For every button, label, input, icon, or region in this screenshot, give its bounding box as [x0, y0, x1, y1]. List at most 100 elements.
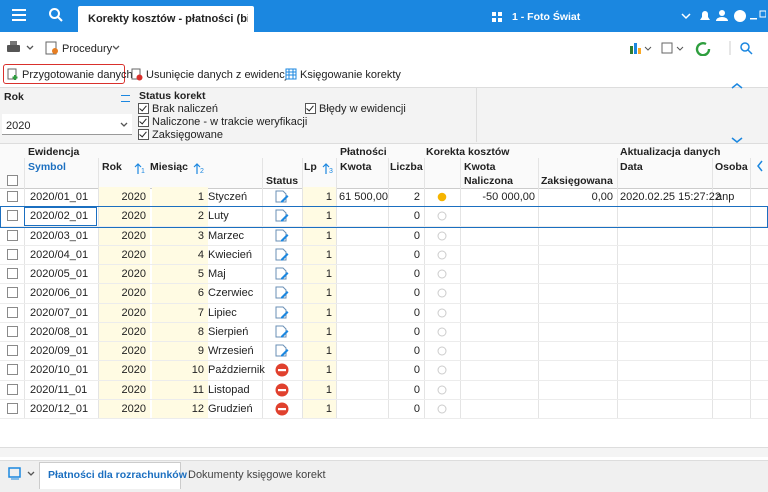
row-line — [0, 244, 768, 246]
cell: 2 — [413, 191, 420, 203]
sort-arrow — [193, 163, 201, 174]
cell: Październik — [208, 364, 265, 377]
row-line — [0, 225, 768, 227]
cell: 0 — [413, 383, 420, 396]
column-header: Lp — [304, 161, 317, 173]
row-checkbox — [7, 325, 18, 337]
cell: 1 — [325, 191, 332, 203]
tab[interactable]: Dokumenty księgowe korekt — [188, 469, 326, 481]
cell: 1 — [325, 287, 332, 300]
grid-icon — [492, 12, 502, 22]
cell: 1 — [325, 248, 332, 261]
status-icon-edit — [275, 344, 289, 357]
print-button[interactable] — [6, 41, 36, 55]
search-button[interactable] — [48, 7, 64, 23]
column-header: Aktualizacja danych — [620, 146, 721, 158]
row-checkbox — [7, 402, 18, 414]
cell: 2020 — [121, 229, 146, 242]
year-value: 2020 — [6, 120, 31, 132]
column-header: Liczba — [390, 161, 423, 173]
procedures-menu[interactable]: Procedury — [62, 43, 113, 55]
company-name[interactable]: 1 - Foto Świat — [512, 11, 581, 23]
column-line — [750, 158, 751, 418]
cell: 2020/08_01 — [30, 325, 89, 338]
status-dot — [437, 231, 447, 240]
column-header: Korekta kosztów — [426, 146, 510, 158]
status-icon-edit — [275, 306, 289, 318]
column-line — [302, 158, 303, 418]
active-tab[interactable] — [39, 462, 181, 489]
cell: -50 000,00 — [482, 191, 535, 203]
cell: Styczeń — [208, 191, 248, 203]
menu-button[interactable] — [12, 9, 26, 21]
status-checkbox[interactable] — [138, 116, 149, 127]
row-checkbox — [7, 383, 18, 395]
cell: Luty — [208, 210, 229, 223]
cell: 2 — [197, 210, 204, 223]
column-line — [388, 158, 389, 418]
status-dot — [437, 211, 447, 221]
errors-option: Błędy w ewidencji — [319, 103, 406, 115]
row-line — [0, 418, 768, 419]
cell: 3 — [197, 229, 204, 242]
cell: 2020/02_01 — [30, 210, 89, 223]
cell: Marzec — [208, 229, 245, 242]
sort-arrow — [134, 163, 142, 174]
errors-checkbox[interactable] — [305, 103, 316, 114]
status-icon-edit — [275, 209, 289, 222]
row-checkbox — [7, 364, 18, 376]
cell: 61 500,00 — [339, 191, 388, 203]
column-line — [538, 158, 539, 418]
document-tab[interactable] — [78, 6, 254, 32]
prepare-data-button[interactable] — [3, 64, 125, 84]
column-line — [24, 158, 25, 418]
row-line — [0, 283, 768, 285]
cell: Sierpień — [208, 325, 249, 338]
cell: 8 — [197, 325, 204, 338]
cell: 0 — [413, 268, 420, 280]
dropdown-arrow — [112, 45, 120, 50]
status-dot — [437, 385, 447, 394]
cell: 2020/10_01 — [30, 364, 89, 377]
status-icon-blocked — [275, 402, 289, 416]
prepare-icon — [7, 68, 18, 80]
status-icon-edit — [275, 229, 289, 241]
cell: 0 — [413, 248, 420, 261]
column-header: Status — [266, 175, 299, 187]
cell: 5 — [197, 268, 204, 280]
cell: 1 — [325, 325, 332, 338]
cell: 2020/07_01 — [30, 306, 89, 319]
cell: 1 — [197, 191, 204, 203]
expand-button[interactable] — [730, 136, 744, 144]
column-header: Naliczona — [464, 175, 514, 187]
dropdown-arrow — [120, 122, 128, 127]
view-button[interactable] — [8, 466, 36, 482]
cell: 2020/11_01 — [30, 383, 88, 396]
status-icon-edit — [275, 267, 289, 280]
cell: 1 — [325, 268, 332, 280]
cell: 0 — [413, 229, 420, 242]
row-checkbox — [7, 229, 18, 241]
post-correction-button[interactable]: Księgowanie korekty — [300, 69, 401, 81]
column-header: Płatności — [340, 146, 387, 158]
cell: 2020 — [121, 248, 146, 261]
right-toolbar-icons[interactable] — [628, 40, 764, 56]
year-select[interactable] — [2, 114, 132, 135]
collapse-button[interactable] — [730, 82, 744, 90]
grid-header — [0, 143, 768, 189]
window-controls[interactable] — [680, 8, 766, 24]
row-line — [0, 302, 768, 304]
status-dot — [437, 308, 447, 317]
horizontal-scrollbar[interactable] — [0, 447, 768, 457]
row-line — [0, 379, 768, 381]
status-checkbox[interactable] — [138, 129, 149, 140]
status-checkbox[interactable] — [138, 103, 149, 114]
row-line — [0, 321, 768, 323]
cell: 10 — [191, 364, 204, 377]
status-option: Zaksięgowane — [152, 129, 223, 141]
cell: Maj — [208, 268, 226, 280]
row-checkbox — [7, 248, 18, 260]
row-checkbox — [7, 287, 18, 299]
remove-data-button[interactable]: Usunięcie danych z ewidencji — [146, 69, 290, 81]
cell: Wrzesień — [208, 345, 254, 357]
